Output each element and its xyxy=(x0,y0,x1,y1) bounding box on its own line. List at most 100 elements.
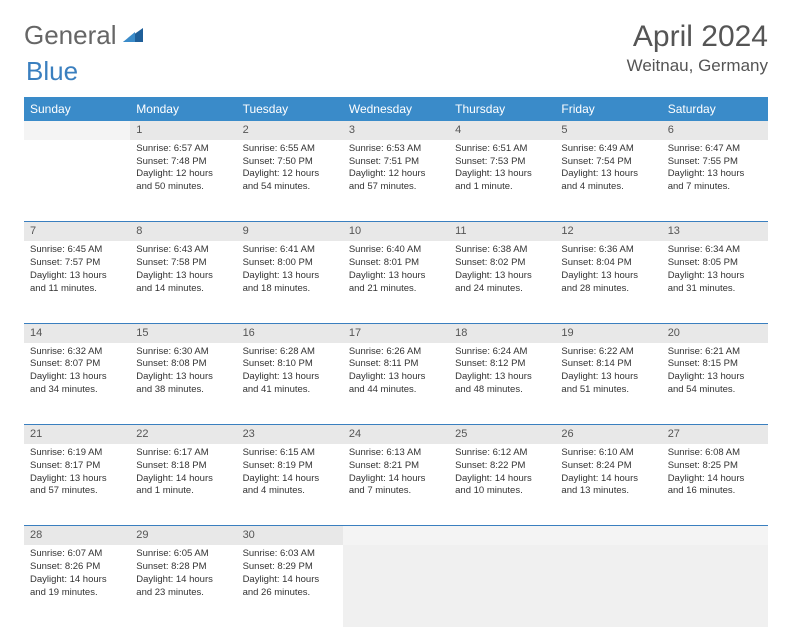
day-cell xyxy=(343,545,449,627)
daylight-line: Daylight: 14 hours and 26 minutes. xyxy=(243,574,337,600)
day-number: 29 xyxy=(130,526,236,545)
sunrise-line: Sunrise: 6:10 AM xyxy=(561,447,655,460)
day-cell: Sunrise: 6:41 AMSunset: 8:00 PMDaylight:… xyxy=(237,241,343,323)
logo-text-2: Blue xyxy=(26,56,78,87)
day-number xyxy=(343,526,449,545)
daylight-line: Daylight: 13 hours and 7 minutes. xyxy=(668,168,762,194)
day-number: 1 xyxy=(130,121,236,140)
daylight-line: Daylight: 14 hours and 10 minutes. xyxy=(455,473,549,499)
sunset-line: Sunset: 8:10 PM xyxy=(243,358,337,371)
day-number-row: 78910111213 xyxy=(24,222,768,241)
day-number: 7 xyxy=(24,222,130,241)
sunrise-line: Sunrise: 6:12 AM xyxy=(455,447,549,460)
sunrise-line: Sunrise: 6:28 AM xyxy=(243,346,337,359)
daylight-line: Daylight: 13 hours and 11 minutes. xyxy=(30,270,124,296)
weekday-header: Monday xyxy=(130,97,236,121)
day-number: 21 xyxy=(24,425,130,444)
day-cell: Sunrise: 6:28 AMSunset: 8:10 PMDaylight:… xyxy=(237,343,343,425)
sunrise-line: Sunrise: 6:13 AM xyxy=(349,447,443,460)
day-cell: Sunrise: 6:13 AMSunset: 8:21 PMDaylight:… xyxy=(343,444,449,526)
location: Weitnau, Germany xyxy=(627,56,768,76)
day-cell: Sunrise: 6:55 AMSunset: 7:50 PMDaylight:… xyxy=(237,140,343,222)
day-number: 10 xyxy=(343,222,449,241)
day-cell xyxy=(24,140,130,222)
month-title: April 2024 xyxy=(627,20,768,54)
sunrise-line: Sunrise: 6:17 AM xyxy=(136,447,230,460)
daylight-line: Daylight: 13 hours and 34 minutes. xyxy=(30,371,124,397)
sunset-line: Sunset: 7:53 PM xyxy=(455,156,549,169)
day-cell: Sunrise: 6:15 AMSunset: 8:19 PMDaylight:… xyxy=(237,444,343,526)
daylight-line: Daylight: 13 hours and 18 minutes. xyxy=(243,270,337,296)
day-number: 16 xyxy=(237,323,343,342)
day-number-row: 14151617181920 xyxy=(24,323,768,342)
day-detail-row: Sunrise: 6:57 AMSunset: 7:48 PMDaylight:… xyxy=(24,140,768,222)
sunset-line: Sunset: 8:28 PM xyxy=(136,561,230,574)
sunset-line: Sunset: 8:02 PM xyxy=(455,257,549,270)
daylight-line: Daylight: 14 hours and 1 minute. xyxy=(136,473,230,499)
day-cell: Sunrise: 6:08 AMSunset: 8:25 PMDaylight:… xyxy=(662,444,768,526)
sunset-line: Sunset: 8:19 PM xyxy=(243,460,337,473)
daylight-line: Daylight: 13 hours and 48 minutes. xyxy=(455,371,549,397)
sunrise-line: Sunrise: 6:05 AM xyxy=(136,548,230,561)
day-number: 9 xyxy=(237,222,343,241)
sunrise-line: Sunrise: 6:03 AM xyxy=(243,548,337,561)
sunset-line: Sunset: 8:17 PM xyxy=(30,460,124,473)
daylight-line: Daylight: 14 hours and 7 minutes. xyxy=(349,473,443,499)
daylight-line: Daylight: 13 hours and 54 minutes. xyxy=(668,371,762,397)
sunrise-line: Sunrise: 6:57 AM xyxy=(136,143,230,156)
sunrise-line: Sunrise: 6:53 AM xyxy=(349,143,443,156)
sunset-line: Sunset: 8:14 PM xyxy=(561,358,655,371)
sunrise-line: Sunrise: 6:30 AM xyxy=(136,346,230,359)
day-number: 8 xyxy=(130,222,236,241)
day-detail-row: Sunrise: 6:19 AMSunset: 8:17 PMDaylight:… xyxy=(24,444,768,526)
sunset-line: Sunset: 8:04 PM xyxy=(561,257,655,270)
sunset-line: Sunset: 8:05 PM xyxy=(668,257,762,270)
sunrise-line: Sunrise: 6:51 AM xyxy=(455,143,549,156)
sunset-line: Sunset: 8:25 PM xyxy=(668,460,762,473)
logo-text-1: General xyxy=(24,20,117,51)
daylight-line: Daylight: 13 hours and 41 minutes. xyxy=(243,371,337,397)
day-number: 3 xyxy=(343,121,449,140)
logo: General xyxy=(24,20,145,51)
sunrise-line: Sunrise: 6:47 AM xyxy=(668,143,762,156)
sunrise-line: Sunrise: 6:22 AM xyxy=(561,346,655,359)
sunrise-line: Sunrise: 6:38 AM xyxy=(455,244,549,257)
sunrise-line: Sunrise: 6:08 AM xyxy=(668,447,762,460)
daylight-line: Daylight: 14 hours and 23 minutes. xyxy=(136,574,230,600)
day-cell: Sunrise: 6:26 AMSunset: 8:11 PMDaylight:… xyxy=(343,343,449,425)
daylight-line: Daylight: 13 hours and 31 minutes. xyxy=(668,270,762,296)
sunset-line: Sunset: 8:01 PM xyxy=(349,257,443,270)
day-number: 25 xyxy=(449,425,555,444)
day-cell xyxy=(662,545,768,627)
day-cell: Sunrise: 6:34 AMSunset: 8:05 PMDaylight:… xyxy=(662,241,768,323)
day-cell: Sunrise: 6:47 AMSunset: 7:55 PMDaylight:… xyxy=(662,140,768,222)
day-number: 24 xyxy=(343,425,449,444)
day-number: 15 xyxy=(130,323,236,342)
day-number: 2 xyxy=(237,121,343,140)
day-number: 30 xyxy=(237,526,343,545)
day-cell: Sunrise: 6:36 AMSunset: 8:04 PMDaylight:… xyxy=(555,241,661,323)
sunset-line: Sunset: 7:54 PM xyxy=(561,156,655,169)
sunrise-line: Sunrise: 6:41 AM xyxy=(243,244,337,257)
sunrise-line: Sunrise: 6:40 AM xyxy=(349,244,443,257)
weekday-header: Saturday xyxy=(662,97,768,121)
day-cell: Sunrise: 6:32 AMSunset: 8:07 PMDaylight:… xyxy=(24,343,130,425)
day-cell: Sunrise: 6:22 AMSunset: 8:14 PMDaylight:… xyxy=(555,343,661,425)
day-cell: Sunrise: 6:38 AMSunset: 8:02 PMDaylight:… xyxy=(449,241,555,323)
day-cell: Sunrise: 6:07 AMSunset: 8:26 PMDaylight:… xyxy=(24,545,130,627)
sunset-line: Sunset: 7:58 PM xyxy=(136,257,230,270)
daylight-line: Daylight: 13 hours and 38 minutes. xyxy=(136,371,230,397)
day-number xyxy=(662,526,768,545)
day-number: 12 xyxy=(555,222,661,241)
sunset-line: Sunset: 7:57 PM xyxy=(30,257,124,270)
sunset-line: Sunset: 8:12 PM xyxy=(455,358,549,371)
day-detail-row: Sunrise: 6:45 AMSunset: 7:57 PMDaylight:… xyxy=(24,241,768,323)
day-number: 27 xyxy=(662,425,768,444)
weekday-header: Tuesday xyxy=(237,97,343,121)
daylight-line: Daylight: 13 hours and 21 minutes. xyxy=(349,270,443,296)
daylight-line: Daylight: 12 hours and 50 minutes. xyxy=(136,168,230,194)
sunrise-line: Sunrise: 6:32 AM xyxy=(30,346,124,359)
daylight-line: Daylight: 13 hours and 4 minutes. xyxy=(561,168,655,194)
day-cell: Sunrise: 6:21 AMSunset: 8:15 PMDaylight:… xyxy=(662,343,768,425)
day-cell: Sunrise: 6:45 AMSunset: 7:57 PMDaylight:… xyxy=(24,241,130,323)
